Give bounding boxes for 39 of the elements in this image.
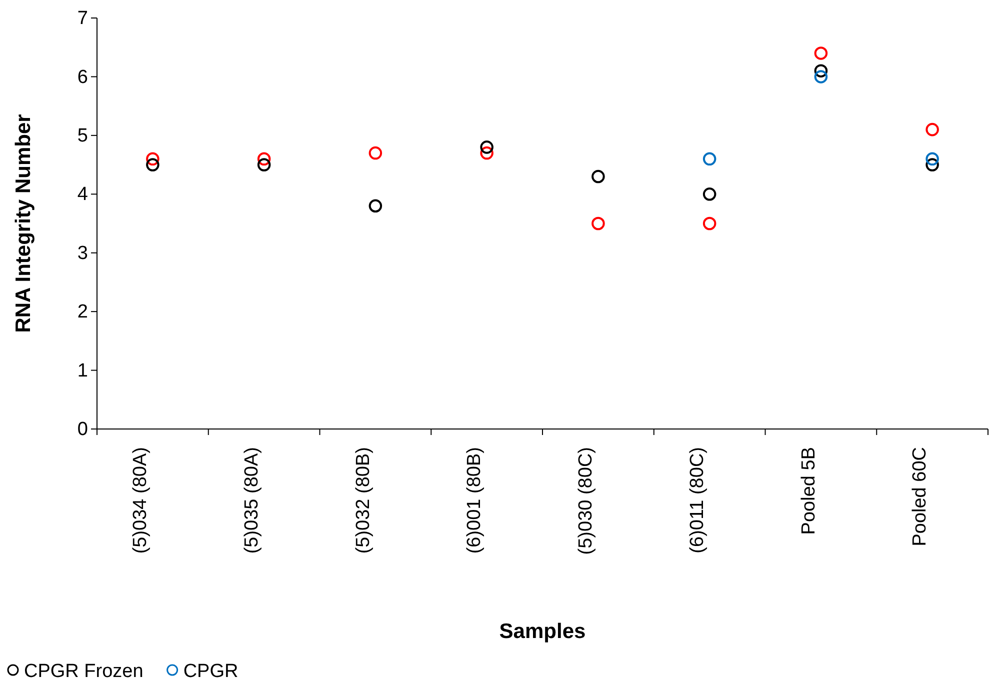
- point: [814, 64, 828, 78]
- x-tick-label: (6)001 (80B): [464, 447, 486, 554]
- x-tick-label: (5)034 (80A): [130, 447, 152, 554]
- y-tick-label: 6: [77, 66, 88, 88]
- x-tick-label: (5)035 (80A): [241, 447, 262, 554]
- legend-label: CPGR Frozen: [24, 661, 144, 682]
- y-tick-label: 1: [77, 360, 88, 382]
- y-tick-label: 4: [77, 184, 88, 206]
- x-axis-title: Samples: [499, 620, 586, 643]
- x-tick-label: (5)032 (80B): [352, 447, 374, 554]
- point: [368, 146, 382, 160]
- point: [592, 170, 605, 184]
- point: [146, 158, 160, 172]
- y-tick-label: 2: [77, 302, 88, 323]
- point: [480, 140, 494, 154]
- y-tick-label: 0: [77, 419, 88, 440]
- x-tick-label: (5)030 (80C): [576, 447, 597, 555]
- legend-label: CPGR: [183, 661, 238, 682]
- point: [592, 216, 605, 230]
- y-axis-title: RNA Integrity Number: [12, 114, 35, 333]
- point: [926, 152, 939, 166]
- point: [814, 46, 828, 60]
- point: [926, 158, 939, 172]
- point: [702, 152, 716, 166]
- x-tick-label: Pooled 60C: [910, 447, 931, 546]
- point: [368, 199, 382, 213]
- y-tick-label: 5: [77, 126, 88, 147]
- y-tick-label: 3: [77, 242, 88, 264]
- point: [926, 122, 939, 136]
- point: [257, 152, 271, 166]
- point: [146, 152, 160, 166]
- x-tick-label: Pooled 5B: [798, 447, 820, 535]
- point: [814, 70, 828, 84]
- y-tick-label: 7: [77, 8, 88, 30]
- x-tick-label: (6)011 (80C): [686, 447, 708, 554]
- point: [257, 158, 271, 172]
- point: [702, 188, 716, 201]
- point: [480, 146, 494, 160]
- point: [702, 216, 716, 230]
